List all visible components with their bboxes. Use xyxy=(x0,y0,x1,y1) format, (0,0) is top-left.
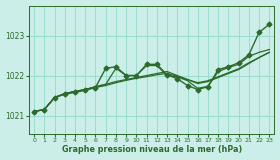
X-axis label: Graphe pression niveau de la mer (hPa): Graphe pression niveau de la mer (hPa) xyxy=(62,145,242,154)
